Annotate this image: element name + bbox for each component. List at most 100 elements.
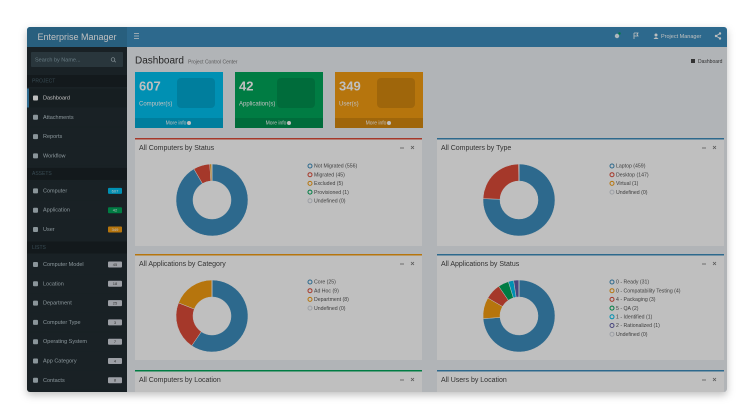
nav-badge-text: 25 (113, 300, 118, 305)
nav-label[interactable]: User (43, 227, 55, 233)
nav-label[interactable]: Computer (43, 188, 67, 194)
nav-icon (33, 300, 38, 306)
legend-swatch (307, 305, 313, 311)
nav-icon (33, 358, 38, 364)
nav-badge (108, 300, 122, 307)
legend-swatch (609, 163, 615, 169)
close-button[interactable] (410, 145, 415, 150)
nav-badge-text: 3 (114, 320, 117, 325)
legend-label: Excluded (5) (314, 181, 343, 187)
nav-label[interactable]: Computer Model (43, 262, 84, 268)
nav-label[interactable]: Contacts (43, 378, 65, 384)
nav-label[interactable]: Location (43, 281, 64, 287)
nav-item[interactable] (27, 351, 127, 371)
flag-icon[interactable] (633, 32, 639, 39)
donut-segment (482, 163, 556, 237)
info-box-link[interactable]: More info (166, 121, 187, 127)
legend-swatch (609, 331, 615, 337)
nav-label[interactable]: Operating System (43, 339, 87, 345)
nav-badge (108, 226, 122, 233)
close-button[interactable] (712, 261, 717, 266)
info-box-footer[interactable] (235, 118, 323, 128)
user-icon-body (653, 37, 659, 39)
legend-label: Migrated (45) (314, 172, 345, 178)
nav-label[interactable]: Department (43, 301, 72, 307)
close-button[interactable] (712, 145, 717, 150)
user-name[interactable]: Project Manager (661, 34, 702, 40)
nav-item[interactable] (27, 181, 127, 201)
legend-swatch (307, 172, 313, 178)
panel (437, 370, 724, 392)
nav-label[interactable]: Reports (43, 134, 63, 140)
panel-accent (437, 254, 724, 256)
nav-item-active[interactable] (27, 88, 127, 108)
legend-label: Undefined (0) (314, 306, 346, 312)
nav-item[interactable] (27, 332, 127, 352)
info-box-label: Application(s) (239, 102, 275, 108)
legend-swatch (307, 163, 313, 169)
legend-label: 0 - Compatability Testing (4) (616, 288, 681, 294)
legend-label: Department (8) (314, 297, 349, 303)
legend-swatch (609, 172, 615, 178)
legend-swatch (609, 279, 615, 285)
info-box-icon (277, 78, 315, 108)
close-button[interactable] (712, 377, 717, 382)
panel-accent (135, 138, 422, 140)
panel (135, 370, 422, 392)
legend-label: 5 - QA (2) (616, 306, 639, 312)
nav-item[interactable] (27, 370, 127, 390)
nav-badge-text: 8 (114, 378, 117, 383)
notifications-icon[interactable] (614, 33, 620, 39)
nav-label[interactable]: Application (43, 208, 70, 214)
info-box-footer[interactable] (335, 118, 423, 128)
info-box-link[interactable]: More info (366, 121, 387, 127)
nav-label[interactable]: Dashboard (43, 95, 70, 101)
legend-swatch (307, 198, 313, 204)
legend-label: Undefined (0) (616, 332, 648, 338)
breadcrumb-icon (691, 59, 695, 63)
nav-label[interactable]: Attachments (43, 115, 74, 121)
nav-label[interactable]: Workflow (43, 153, 66, 159)
legend-label: Ad Hoc (9) (314, 288, 339, 294)
breadcrumb[interactable]: Dashboard (698, 59, 723, 65)
nav-item[interactable] (27, 127, 127, 147)
legend-label: 0 - Ready (31) (616, 280, 649, 286)
info-box (335, 72, 423, 128)
logo-area (27, 27, 127, 47)
panel-accent (437, 138, 724, 140)
panel-accent (135, 370, 422, 372)
nav-badge-text: 4 (114, 358, 117, 363)
nav-item[interactable] (27, 255, 127, 274)
legend-label: Desktop (147) (616, 172, 649, 178)
nav-label[interactable]: App Category (43, 358, 77, 364)
search-icon-handle (114, 60, 117, 63)
nav-icon (33, 377, 38, 383)
legend-label: Provisioned (1) (314, 190, 349, 196)
nav-icon (33, 134, 38, 140)
nav-icon (33, 188, 38, 194)
nav-icon (33, 153, 38, 159)
legend-swatch (609, 323, 615, 328)
nav-item[interactable] (27, 146, 127, 166)
page-title: Dashboard (135, 56, 184, 67)
nav-label[interactable]: Computer Type (43, 320, 81, 326)
search-box[interactable] (31, 52, 123, 67)
nav-item[interactable] (27, 107, 127, 127)
info-box-value: 349 (339, 78, 361, 93)
legend-label: Core (25) (314, 280, 336, 286)
nav-item[interactable] (27, 293, 127, 313)
close-button[interactable] (410, 377, 415, 382)
nav-item[interactable] (27, 274, 127, 294)
close-button[interactable] (410, 261, 415, 266)
nav-item[interactable] (27, 220, 127, 239)
nav-item[interactable] (27, 312, 127, 332)
nav-badge (108, 319, 122, 326)
nav-item[interactable] (27, 200, 127, 220)
nav-badge (108, 338, 122, 345)
section-bg (27, 75, 127, 87)
section-bg (27, 167, 127, 180)
info-box-footer[interactable] (135, 118, 223, 128)
info-box-link[interactable]: More info (266, 121, 287, 127)
nav-icon (33, 207, 38, 213)
